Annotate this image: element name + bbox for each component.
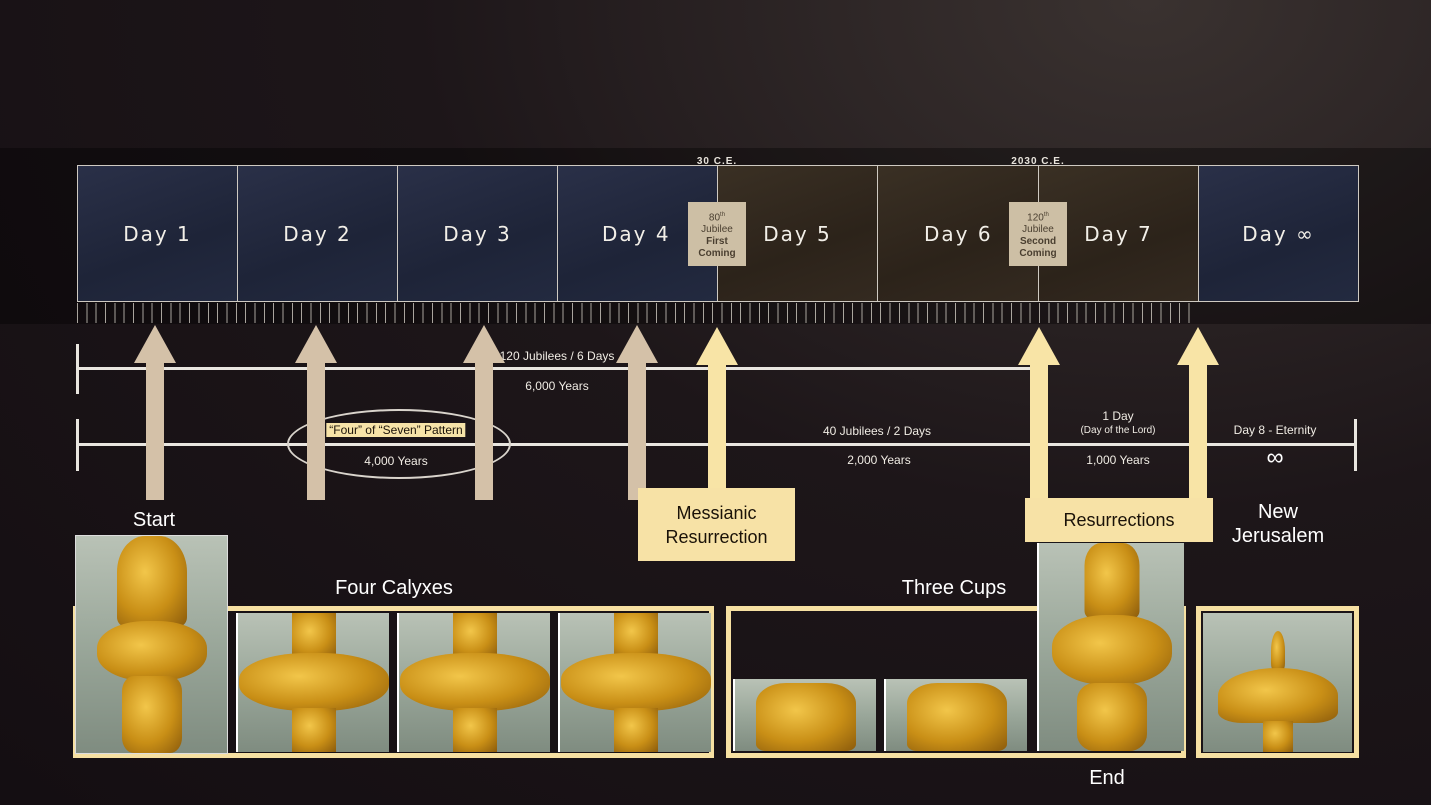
arrow-day-4 (616, 325, 658, 500)
era-label-second: 2030 C.E. (1011, 156, 1065, 167)
timeline-6000-line (77, 367, 1039, 370)
calyx-photo-2 (397, 613, 550, 752)
timeline-7000-start-cap (76, 419, 79, 471)
day-of-the-lord-label: (Day of the Lord) (1080, 425, 1156, 436)
day-box-5: Day 5 (717, 165, 878, 302)
timeline-6000-years: 6,000 Years (525, 379, 589, 393)
four-of-seven-oval (287, 409, 511, 479)
day-box-infinity: Day ∞ (1198, 165, 1359, 302)
timeline-6000-label: 120 Jubilees / 6 Days (499, 349, 615, 363)
jubilee-tick-ruler (77, 303, 1198, 323)
years-1000-label: 1,000 Years (1086, 453, 1150, 467)
new-jerusalem-frame (1196, 606, 1359, 758)
timeline-6000-start-cap (76, 344, 79, 394)
lampstand-photo-end (1037, 543, 1184, 751)
one-day-label: 1 Day (1102, 409, 1134, 423)
lampstand-photo-start (75, 535, 228, 754)
day-box-3: Day 3 (397, 165, 558, 302)
day-box-2: Day 2 (237, 165, 398, 302)
infinity-symbol: ∞ (1266, 444, 1284, 471)
jubilees-40-label: 40 Jubilees / 2 Days (822, 424, 932, 438)
cup-photo-1 (733, 679, 876, 751)
new-jerusalem-photo (1203, 613, 1352, 752)
caption-four-calyxes: Four Calyxes (335, 577, 453, 599)
caption-three-cups: Three Cups (901, 577, 1007, 599)
caption-new-jerusalem: New Jerusalem (1231, 501, 1325, 547)
arrow-day-1 (134, 325, 176, 500)
calyx-photo-1 (236, 613, 389, 752)
calyx-photo-3 (558, 613, 711, 752)
day-box-1: Day 1 (77, 165, 238, 302)
timeline-7000-end-cap (1354, 419, 1357, 471)
arrow-second-coming (1018, 327, 1060, 499)
cup-photo-2 (884, 679, 1027, 751)
jubilee-card-second-coming: 120th Jubilee Second Coming (1009, 202, 1067, 266)
eternity-label: Day 8 - Eternity (1233, 423, 1317, 437)
arrow-day-7-end (1177, 327, 1219, 499)
jubilee-card-first-coming: 80th Jubilee First Coming (688, 202, 746, 266)
years-4000-label: 4,000 Years (364, 454, 428, 468)
years-2000-label: 2,000 Years (847, 453, 911, 467)
arrow-first-coming (696, 327, 738, 489)
resurrections-box: Resurrections (1025, 498, 1213, 542)
caption-end: End (1089, 767, 1125, 789)
caption-start: Start (132, 509, 176, 531)
messianic-resurrection-box: Messianic Resurrection (638, 488, 795, 561)
four-of-seven-label: “Four” of “Seven” Pattern (326, 423, 466, 437)
arrow-day-3 (463, 325, 505, 500)
arrow-day-2 (295, 325, 337, 500)
era-label-first: 30 C.E. (696, 156, 738, 167)
